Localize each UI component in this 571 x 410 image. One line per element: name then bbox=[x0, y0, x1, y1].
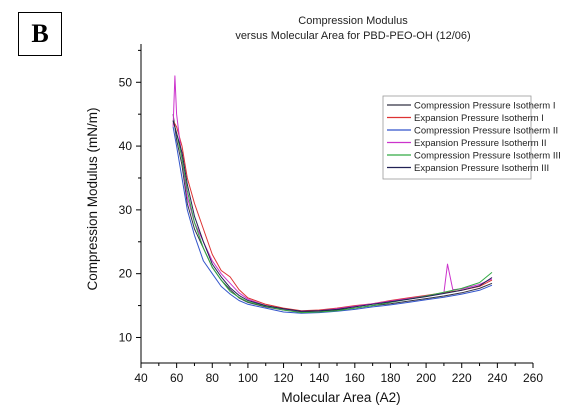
x-tick-label: 40 bbox=[134, 371, 148, 385]
y-tick-label: 30 bbox=[119, 203, 133, 217]
series-line-2 bbox=[172, 120, 493, 312]
chart-subtitle: versus Molecular Area for PBD-PEO-OH (12… bbox=[235, 30, 470, 42]
series-line-3 bbox=[172, 126, 493, 314]
x-tick-label: 160 bbox=[345, 371, 365, 385]
legend: Compression Pressure Isotherm I Expansion… bbox=[382, 95, 561, 180]
x-axis-label: Molecular Area (A2) bbox=[281, 390, 400, 405]
y-tick-label: 50 bbox=[119, 75, 133, 89]
x-axis: 40 60 80 100 120 140 160 180 200 220 240 260 bbox=[134, 363, 543, 385]
legend-entry: Compression Pressure Isotherm II bbox=[414, 125, 558, 136]
x-tick-label: 140 bbox=[309, 371, 329, 385]
legend-box bbox=[382, 95, 532, 180]
legend-entry: Expansion Pressure Isotherm I bbox=[414, 113, 544, 124]
series-lines bbox=[172, 75, 493, 314]
legend-entry: Expansion Pressure Isotherm II bbox=[414, 138, 547, 149]
x-tick-label: 220 bbox=[452, 371, 472, 385]
plot-frame bbox=[140, 44, 533, 364]
chart-title: Compression Modulus bbox=[298, 15, 408, 27]
x-tick-label: 60 bbox=[170, 371, 184, 385]
y-axis: 10 20 30 40 50 bbox=[119, 49, 141, 344]
x-tick-label: 80 bbox=[206, 371, 220, 385]
panel-label: B bbox=[18, 12, 62, 56]
legend-entry: Compression Pressure Isotherm III bbox=[414, 150, 561, 161]
x-tick-label: 240 bbox=[487, 371, 507, 385]
legend-entry: Compression Pressure Isotherm I bbox=[414, 100, 556, 111]
y-tick-label: 40 bbox=[119, 139, 133, 153]
x-tick-label: 100 bbox=[238, 371, 258, 385]
y-tick-label: 20 bbox=[119, 267, 133, 281]
series-line-6 bbox=[172, 120, 493, 312]
y-tick-label: 10 bbox=[119, 330, 133, 344]
y-axis-label: Compression Modulus (mN/m) bbox=[85, 107, 100, 290]
x-tick-label: 260 bbox=[523, 371, 543, 385]
series-line-5 bbox=[172, 120, 493, 314]
x-tick-label: 120 bbox=[274, 371, 294, 385]
x-tick-label: 180 bbox=[380, 371, 400, 385]
legend-entry: Expansion Pressure Isotherm III bbox=[414, 163, 549, 174]
x-tick-label: 200 bbox=[416, 371, 436, 385]
